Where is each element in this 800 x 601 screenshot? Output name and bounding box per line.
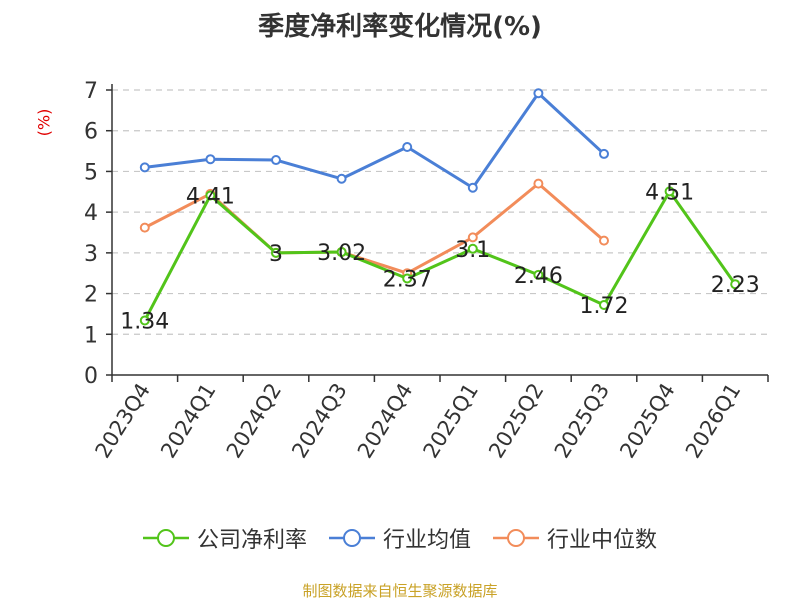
- y-tick-label: 3: [84, 242, 98, 267]
- grid-layer: [112, 89, 768, 335]
- legend-marker-icon: [142, 529, 189, 547]
- x-tick-label: 2024Q3: [287, 379, 352, 462]
- series-layer: [139, 88, 741, 326]
- data-point: [533, 178, 544, 189]
- x-tick-label: 2025Q3: [550, 379, 615, 462]
- x-tick-label: 2024Q4: [353, 379, 418, 462]
- data-point: [467, 232, 478, 243]
- data-label: 1.72: [580, 294, 629, 319]
- y-tick-label: 2: [84, 283, 98, 308]
- y-tick-label: 1: [84, 323, 98, 348]
- data-point: [599, 148, 609, 159]
- data-point: [402, 273, 413, 284]
- legend-label: 公司净利率: [196, 528, 307, 553]
- x-tick-label: 2026Q1: [681, 379, 746, 462]
- data-point: [205, 154, 216, 165]
- x-tick-label: 2024Q1: [156, 379, 221, 462]
- data-point: [533, 269, 544, 280]
- y-tick-label: 4: [84, 201, 98, 226]
- data-point: [336, 247, 347, 258]
- data-point: [664, 186, 675, 197]
- x-tick-label: 2024Q2: [222, 379, 287, 462]
- data-point: [336, 173, 347, 184]
- data-point: [599, 235, 609, 246]
- data-label: 2.23: [711, 273, 760, 298]
- data-point: [271, 155, 281, 166]
- data-label: 3: [269, 242, 283, 267]
- data-point: [139, 315, 150, 326]
- legend-marker-icon: [493, 529, 539, 547]
- y-tick-label: 0: [84, 364, 98, 389]
- legend-label: 行业均值: [382, 528, 471, 553]
- y-tick-label: 7: [84, 79, 98, 104]
- data-point: [599, 299, 609, 310]
- data-point: [467, 243, 478, 254]
- data-label: 3.02: [317, 241, 366, 266]
- data-point: [402, 142, 413, 152]
- y-tick-label: 5: [84, 160, 98, 185]
- data-label: 4.51: [645, 180, 694, 205]
- data-label: 4.41: [186, 184, 235, 209]
- source-note: 制图数据来自恒生聚源数据库: [302, 582, 498, 600]
- legend: 公司净利率 行业均值 行业中位数: [0, 522, 800, 554]
- data-point: [730, 279, 741, 290]
- data-point: [205, 190, 216, 201]
- data-label-layer: 1.34 4.41 3 3.02 2.37 3.1 2.46 1.72 4.51 2.23: [120, 180, 759, 334]
- legend-label: 行业中位数: [547, 528, 658, 553]
- x-tick-label: 2025Q2: [484, 379, 549, 462]
- series-line: [143, 189, 737, 322]
- series-line: [144, 91, 606, 190]
- x-tick-label: 2025Q1: [419, 379, 484, 462]
- data-point: [467, 182, 478, 193]
- y-tick-label: 6: [84, 120, 98, 145]
- data-label: 3.1: [455, 238, 490, 263]
- data-point: [139, 222, 150, 233]
- chart-title: 季度净利率变化情况(%): [258, 12, 542, 42]
- data-point: [271, 247, 281, 258]
- data-point: [533, 88, 544, 99]
- x-tick-label: 2023Q4: [91, 379, 156, 462]
- legend-item: 公司净利率: [142, 522, 307, 554]
- data-label: 2.46: [514, 264, 563, 289]
- data-label: 2.37: [383, 268, 432, 293]
- data-point: [139, 162, 150, 173]
- x-tick-label: 2025Q4: [615, 379, 680, 462]
- legend-item: 行业均值: [328, 522, 471, 554]
- legend-item: 行业中位数: [493, 522, 657, 554]
- data-label: 1.34: [120, 309, 169, 334]
- legend-marker-icon: [328, 529, 375, 547]
